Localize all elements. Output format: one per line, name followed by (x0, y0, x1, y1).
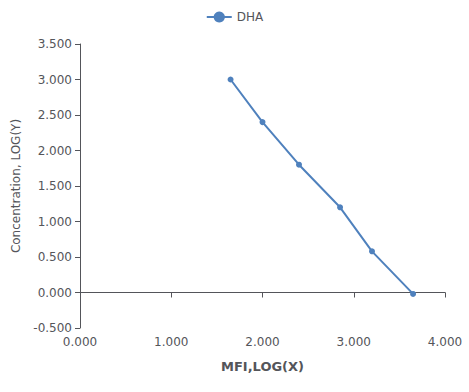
svg-text:3.500: 3.500 (38, 37, 72, 51)
svg-text:2.000: 2.000 (245, 335, 279, 349)
svg-text:2.000: 2.000 (38, 144, 72, 158)
svg-text:0.500: 0.500 (38, 250, 72, 264)
svg-text:4.000: 4.000 (428, 335, 462, 349)
svg-text:2.500: 2.500 (38, 108, 72, 122)
svg-text:-0.500: -0.500 (33, 321, 72, 335)
svg-text:1.500: 1.500 (38, 179, 72, 193)
svg-text:0.000: 0.000 (63, 335, 97, 349)
svg-text:1.000: 1.000 (154, 335, 188, 349)
svg-text:0.000: 0.000 (38, 286, 72, 300)
svg-text:MFI,LOG(X): MFI,LOG(X) (221, 359, 304, 374)
svg-text:3.000: 3.000 (38, 73, 72, 87)
svg-text:1.000: 1.000 (38, 215, 72, 229)
svg-text:Concentration, LOG(Y): Concentration, LOG(Y) (9, 119, 23, 253)
svg-text:DHA: DHA (237, 10, 264, 24)
svg-text:3.000: 3.000 (337, 335, 371, 349)
